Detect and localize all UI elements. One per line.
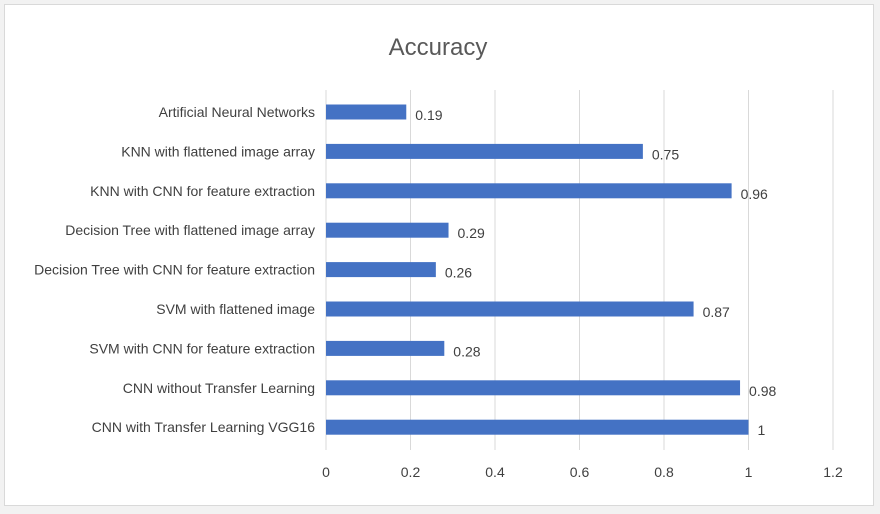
data-label: 0.87 xyxy=(703,304,730,320)
x-tick-label: 0 xyxy=(322,464,330,480)
bar xyxy=(326,143,643,159)
category-label: CNN with Transfer Learning VGG16 xyxy=(92,419,316,435)
x-tick-label: 0.8 xyxy=(654,464,674,480)
category-label: SVM with CNN for feature extraction xyxy=(89,340,315,356)
chart-title: Accuracy xyxy=(389,34,488,61)
category-label: Decision Tree with CNN for feature extra… xyxy=(34,262,315,278)
category-label: Decision Tree with flattened image array xyxy=(65,222,315,238)
accuracy-bar-chart: Accuracy Artificial Neural Networks KNN w… xyxy=(34,34,843,480)
data-label: 1 xyxy=(758,422,766,438)
category-label: SVM with flattened image xyxy=(156,301,315,317)
x-tick-label: 1 xyxy=(745,464,753,480)
x-tick-label: 0.4 xyxy=(485,464,505,480)
category-label: KNN with flattened image array xyxy=(121,143,315,159)
x-tick-label: 0.2 xyxy=(401,464,421,480)
data-label: 0.19 xyxy=(415,107,442,123)
data-label: 0.26 xyxy=(445,265,472,281)
chart-frame: Accuracy Artificial Neural Networks KNN w… xyxy=(4,4,874,506)
bar xyxy=(326,262,436,278)
x-tick-label: 1.2 xyxy=(823,464,843,480)
bar xyxy=(326,301,694,317)
category-label: CNN without Transfer Learning xyxy=(123,380,315,396)
bar xyxy=(326,419,749,435)
data-label: 0.75 xyxy=(652,146,679,162)
data-label: 0.98 xyxy=(749,383,776,399)
category-label: Artificial Neural Networks xyxy=(159,104,315,120)
bar xyxy=(326,340,445,356)
data-label: 0.29 xyxy=(458,225,485,241)
data-label: 0.28 xyxy=(453,343,480,359)
bar xyxy=(326,380,741,396)
data-label: 0.96 xyxy=(741,186,768,202)
bar xyxy=(326,222,449,238)
bar xyxy=(326,183,732,199)
bar xyxy=(326,104,407,120)
category-label: KNN with CNN for feature extraction xyxy=(90,183,315,199)
x-tick-label: 0.6 xyxy=(570,464,590,480)
